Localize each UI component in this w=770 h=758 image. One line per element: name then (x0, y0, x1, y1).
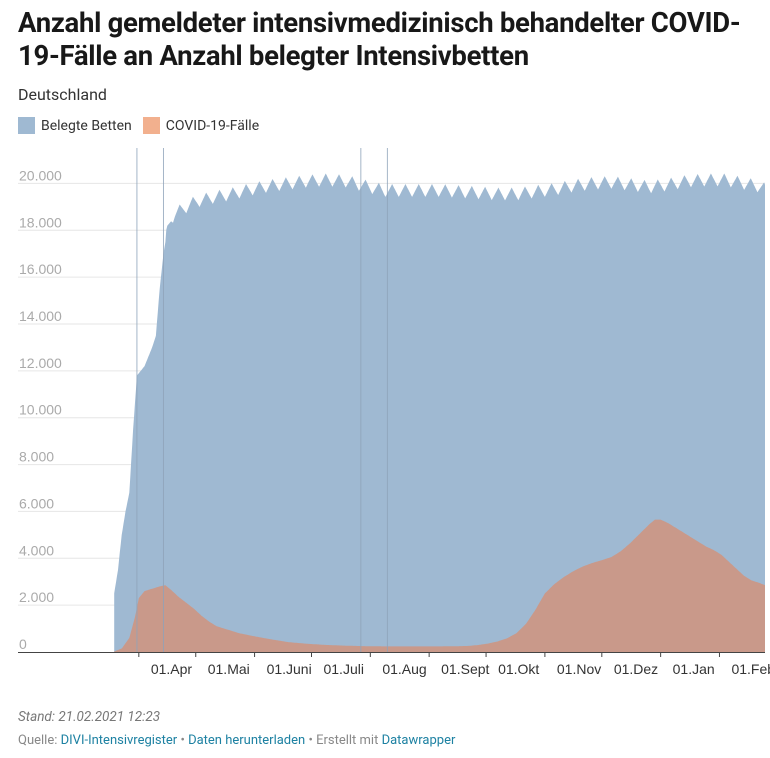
y-tick-label: 12.000 (19, 355, 62, 371)
source-prefix: Quelle: (18, 733, 58, 748)
series-area-covid-faelle (114, 519, 765, 652)
x-tick-label: 01.Okt (498, 661, 539, 677)
legend-swatch-beds (18, 117, 35, 134)
source-link[interactable]: DIVI-Intensivregister (60, 733, 178, 748)
created-with-text: Erstellt mit (316, 733, 379, 748)
chart-legend: Belegte Betten COVID-19-Fälle (18, 117, 270, 134)
y-tick-label: 20.000 (19, 167, 62, 183)
footer-source: Quelle: DIVI-Intensivregister • Daten he… (18, 733, 455, 748)
chart-area: 0 2.000 4.000 6.000 8.000 10.000 12.000 14.000 1… (18, 148, 770, 677)
footer-stand: Stand: 21.02.2021 12:23 (18, 709, 161, 725)
y-tick-label: 16.000 (19, 261, 62, 277)
separator: • (180, 733, 185, 748)
datawrapper-link[interactable]: Datawrapper (381, 733, 456, 748)
legend-item-covid: COVID-19-Fälle (142, 117, 260, 134)
y-tick-label: 10.000 (19, 402, 62, 418)
x-axis (18, 652, 765, 657)
separator: • (308, 733, 313, 748)
x-tick-labels: 01.Apr 01.Mai 01.Juni 01.Juli 01.Aug 01.Sept 0… (151, 661, 770, 677)
legend-item-beds: Belegte Betten (18, 117, 132, 134)
marker-lines (136, 148, 388, 652)
x-tick-label: 01.Feb (731, 661, 770, 677)
download-data-link[interactable]: Daten herunterladen (188, 733, 306, 748)
y-tick-label: 2.000 (19, 589, 54, 605)
x-tick-label: 01.Sept (441, 661, 489, 677)
legend-label-beds: Belegte Betten (41, 117, 132, 134)
series-areas (114, 173, 765, 652)
y-tick-labels: 0 2.000 4.000 6.000 8.000 10.000 12.000 14.000 1… (19, 167, 62, 652)
y-tick-label: 4.000 (19, 542, 54, 558)
y-tick-label: 14.000 (19, 308, 62, 324)
y-tick-label: 0 (19, 636, 27, 652)
x-tick-label: 01.Mai (208, 661, 250, 677)
series-area-belegte-betten (114, 173, 765, 652)
x-tick-label: 01.Dez (614, 661, 658, 677)
x-tick-label: 01.Juli (323, 661, 363, 677)
x-tick-label: 01.Apr (151, 661, 193, 677)
y-tick-label: 18.000 (19, 214, 62, 230)
chart-subtitle: Deutschland (18, 85, 107, 104)
chart-title: Anzahl gemeldeter intensivmedizinisch be… (18, 6, 741, 72)
x-tick-label: 01.Aug (382, 661, 426, 677)
x-tick-label: 01.Nov (557, 661, 601, 677)
x-tick-label: 01.Juni (267, 661, 312, 677)
legend-swatch-covid (142, 117, 160, 134)
y-tick-label: 8.000 (19, 449, 54, 465)
legend-label-covid: COVID-19-Fälle (165, 117, 260, 134)
x-tick-label: 01.Jan (673, 661, 715, 677)
y-tick-label: 6.000 (19, 495, 54, 511)
